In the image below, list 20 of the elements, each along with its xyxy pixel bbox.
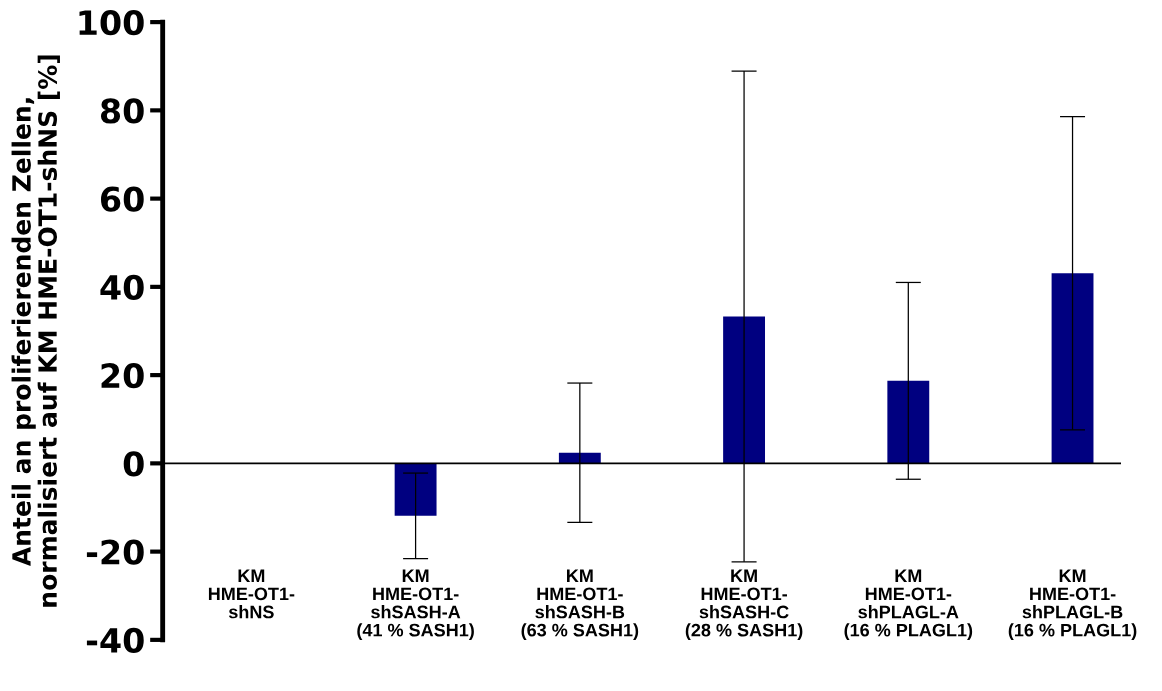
x-tick-label: KM HME-OT1- shPLAGL-A (16 % PLAGL1) [844,569,973,641]
y-tick-label: 60 [101,186,144,212]
x-tick-label: KM HME-OT1- shNS [208,569,295,619]
x-tick-label: KM HME-OT1- shSASH-B (63 % SASH1) [521,569,639,641]
bar [1051,273,1094,464]
y-tick-label: 0 [123,451,144,477]
x-tick-label: KM HME-OT1- shSASH-C (28 % SASH1) [685,569,803,641]
x-tick-label: KM HME-OT1- shSASH-A (41 % SASH1) [357,569,474,641]
x-tick-label: KM HME-OT1- shPLAGL-B (16 % PLAGL1) [1008,569,1137,641]
bar [394,463,437,516]
y-axis-title: Anteil an proliferierenden Zellen, normalisiert auf KM HME-OT1-shNS [%] [11,55,60,607]
bar [887,380,930,464]
bar [558,452,601,464]
y-tick-label: 80 [100,98,144,124]
y-tick-label: 20 [101,363,144,389]
y-tick-label: -40 [86,627,144,653]
y-tick-label: 40 [100,274,144,300]
y-tick-label: 100 [79,10,144,36]
y-tick-label: -20 [86,539,144,565]
bar [723,316,766,464]
